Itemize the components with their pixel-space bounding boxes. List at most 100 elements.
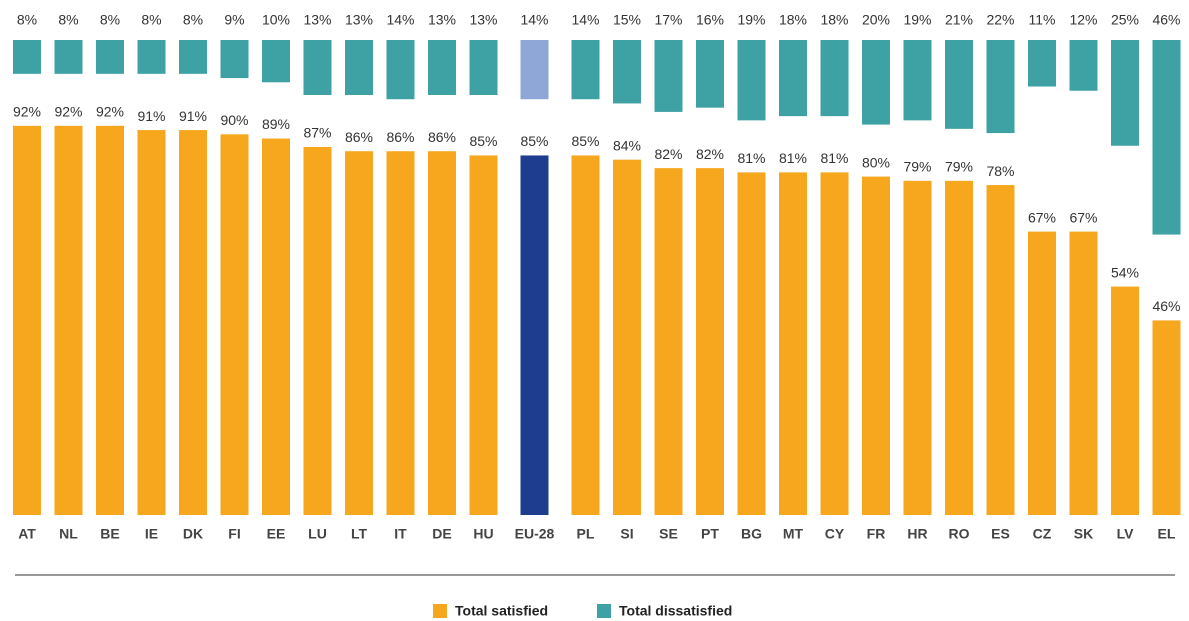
dissatisfied-bar [820, 40, 849, 117]
data-label: 13% [345, 12, 373, 28]
x-tick-label: CY [825, 526, 845, 542]
data-label: 8% [58, 12, 78, 28]
satisfied-bar [1152, 320, 1181, 515]
satisfied-bar [386, 151, 415, 515]
satisfied-bar [520, 155, 549, 515]
legend-label: Total dissatisfied [619, 603, 732, 619]
satisfied-bar [779, 172, 807, 515]
satisfied-bar [137, 130, 166, 515]
data-label: 18% [779, 12, 807, 28]
dissatisfied-bar [986, 40, 1015, 134]
data-label: 17% [654, 12, 682, 28]
data-label: 8% [141, 12, 161, 28]
dissatisfied-bar [179, 40, 207, 74]
legend-label: Total satisfied [455, 603, 548, 619]
x-tick-label: FI [228, 526, 240, 542]
data-label: 8% [100, 12, 120, 28]
x-tick-label: LT [351, 526, 368, 542]
data-label: 91% [137, 108, 165, 124]
satisfied-bar [96, 125, 124, 515]
dissatisfied-bar [262, 40, 290, 83]
satisfied-bar [1028, 231, 1056, 515]
x-tick-label: PL [577, 526, 595, 542]
data-label: 14% [520, 12, 548, 28]
satisfied-bar [469, 155, 498, 515]
legend-swatch [433, 604, 447, 618]
dissatisfied-bar [96, 40, 124, 74]
satisfied-bar [903, 180, 932, 515]
data-label: 92% [96, 104, 124, 120]
data-label: 16% [696, 12, 724, 28]
dissatisfied-bar [1111, 40, 1139, 146]
x-tick-label: LV [1117, 526, 1135, 542]
data-label: 22% [986, 12, 1014, 28]
data-label: 86% [428, 129, 456, 145]
dissatisfied-bar [54, 40, 83, 74]
data-label: 12% [1069, 12, 1097, 28]
satisfied-bar [13, 125, 41, 515]
data-label: 54% [1111, 264, 1139, 280]
data-label: 19% [737, 12, 765, 28]
x-tick-label: SI [620, 526, 633, 542]
data-label: 67% [1028, 209, 1056, 225]
data-label: 78% [986, 163, 1014, 179]
data-label: 81% [779, 150, 807, 166]
x-tick-label: ES [991, 526, 1010, 542]
x-tick-label: BE [100, 526, 119, 542]
dissatisfied-bar [220, 40, 249, 79]
satisfied-bar [345, 151, 373, 515]
data-label: 13% [469, 12, 497, 28]
data-label: 21% [945, 12, 973, 28]
x-tick-label: LU [308, 526, 327, 542]
dissatisfied-bar [520, 40, 549, 100]
dissatisfied-bar [13, 40, 41, 74]
satisfied-bar [654, 168, 683, 515]
data-label: 80% [862, 154, 890, 170]
data-label: 46% [1152, 12, 1180, 28]
data-label: 82% [696, 146, 724, 162]
dissatisfied-bar [469, 40, 498, 95]
x-tick-label: IT [394, 526, 407, 542]
x-tick-label: DK [183, 526, 203, 542]
x-tick-label: IE [145, 526, 158, 542]
satisfied-bar [54, 125, 83, 515]
satisfied-bar [820, 172, 849, 515]
data-label: 81% [820, 150, 848, 166]
satisfied-bar [862, 176, 890, 515]
data-label: 84% [613, 137, 641, 153]
data-label: 13% [428, 12, 456, 28]
data-label: 20% [862, 12, 890, 28]
data-label: 67% [1069, 209, 1097, 225]
satisfied-bar [1111, 286, 1139, 515]
data-label: 87% [303, 125, 331, 141]
x-tick-label: EE [267, 526, 286, 542]
data-label: 46% [1152, 298, 1180, 314]
x-tick-label: EU-28 [515, 526, 555, 542]
data-label: 19% [903, 12, 931, 28]
data-label: 92% [13, 104, 41, 120]
data-label: 92% [54, 104, 82, 120]
data-label: 13% [303, 12, 331, 28]
data-label: 25% [1111, 12, 1139, 28]
satisfied-bar [986, 185, 1015, 515]
data-label: 86% [386, 129, 414, 145]
data-label: 89% [262, 116, 290, 132]
data-label: 10% [262, 12, 290, 28]
data-label: 90% [220, 112, 248, 128]
satisfied-bar [303, 146, 332, 516]
x-tick-label: NL [59, 526, 78, 542]
dissatisfied-bar [1152, 40, 1181, 235]
data-label: 18% [820, 12, 848, 28]
dissatisfied-bar [137, 40, 166, 74]
data-label: 8% [183, 12, 203, 28]
satisfied-bar [220, 134, 249, 516]
dissatisfied-bar [696, 40, 724, 108]
satisfied-bar [1069, 231, 1098, 515]
x-tick-label: CZ [1033, 526, 1052, 542]
x-tick-label: SK [1074, 526, 1093, 542]
data-label: 85% [520, 133, 548, 149]
data-label: 81% [737, 150, 765, 166]
x-tick-label: MT [783, 526, 804, 542]
data-label: 79% [903, 159, 931, 175]
